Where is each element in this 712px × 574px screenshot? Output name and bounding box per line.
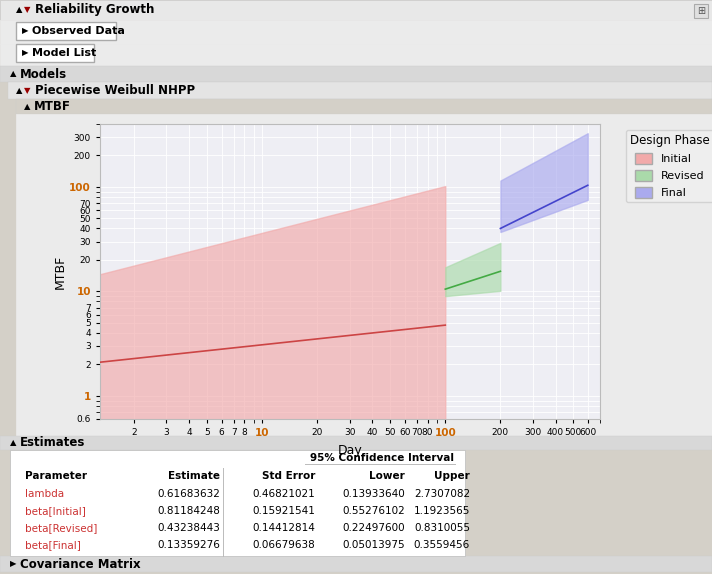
Text: 0.13933640: 0.13933640 — [342, 489, 405, 499]
Legend: Initial, Revised, Final: Initial, Revised, Final — [626, 130, 712, 203]
Bar — [16, 99, 712, 114]
Text: Std Error: Std Error — [261, 471, 315, 481]
Bar — [10, 450, 465, 556]
Text: ⊞: ⊞ — [697, 6, 705, 16]
X-axis label: Day: Day — [337, 444, 362, 456]
Text: Parameter: Parameter — [25, 471, 87, 481]
Text: ▼: ▼ — [24, 86, 31, 95]
Text: 0.55276102: 0.55276102 — [342, 506, 405, 516]
Text: Piecewise Weibull NHPP: Piecewise Weibull NHPP — [35, 84, 195, 97]
Text: 2.7307082: 2.7307082 — [414, 489, 470, 499]
Text: ▲: ▲ — [16, 86, 23, 95]
Bar — [694, 4, 708, 18]
Text: ▼: ▼ — [24, 6, 31, 14]
Y-axis label: MTBF: MTBF — [53, 254, 66, 289]
Text: MTBF: MTBF — [34, 100, 71, 113]
Text: 95% Confidence Interval: 95% Confidence Interval — [310, 453, 454, 463]
Text: 0.3559456: 0.3559456 — [414, 540, 470, 550]
Text: Covariance Matrix: Covariance Matrix — [20, 557, 141, 571]
Text: 0.15921541: 0.15921541 — [252, 506, 315, 516]
Bar — [0, 44, 712, 66]
Text: Lower: Lower — [370, 471, 405, 481]
Text: ▲: ▲ — [24, 102, 31, 111]
Text: Models: Models — [20, 68, 67, 80]
Text: 1.1923565: 1.1923565 — [414, 506, 470, 516]
Text: 0.22497600: 0.22497600 — [342, 523, 405, 533]
Text: Observed Data: Observed Data — [32, 26, 125, 36]
Text: beta[Initial]: beta[Initial] — [25, 506, 86, 516]
Text: ▲: ▲ — [10, 439, 16, 448]
Bar — [16, 44, 94, 62]
Text: lambda: lambda — [25, 489, 64, 499]
Text: 0.46821021: 0.46821021 — [252, 489, 315, 499]
Text: Upper: Upper — [434, 471, 470, 481]
Bar — [0, 20, 712, 44]
Bar — [8, 82, 712, 99]
Text: 0.8310055: 0.8310055 — [414, 523, 470, 533]
Text: ▶: ▶ — [10, 560, 16, 568]
Bar — [0, 556, 712, 572]
Text: 0.43238443: 0.43238443 — [157, 523, 220, 533]
Bar — [0, 66, 712, 82]
Text: beta[Final]: beta[Final] — [25, 540, 81, 550]
Text: ▶: ▶ — [22, 26, 28, 36]
Bar — [16, 22, 116, 40]
Text: 0.05013975: 0.05013975 — [342, 540, 405, 550]
Bar — [16, 114, 712, 436]
Text: Estimate: Estimate — [168, 471, 220, 481]
Bar — [0, 0, 712, 20]
Text: ▲: ▲ — [10, 69, 16, 79]
Text: 0.81184248: 0.81184248 — [157, 506, 220, 516]
Bar — [0, 436, 712, 450]
Text: 0.14412814: 0.14412814 — [252, 523, 315, 533]
Text: Model List: Model List — [32, 48, 96, 58]
Text: 0.13359276: 0.13359276 — [157, 540, 220, 550]
Text: Reliability Growth: Reliability Growth — [35, 3, 155, 17]
Text: 0.61683632: 0.61683632 — [157, 489, 220, 499]
Text: 0.06679638: 0.06679638 — [252, 540, 315, 550]
Text: ▶: ▶ — [22, 48, 28, 57]
Text: Estimates: Estimates — [20, 436, 85, 449]
Text: beta[Revised]: beta[Revised] — [25, 523, 98, 533]
Text: ▲: ▲ — [16, 6, 23, 14]
